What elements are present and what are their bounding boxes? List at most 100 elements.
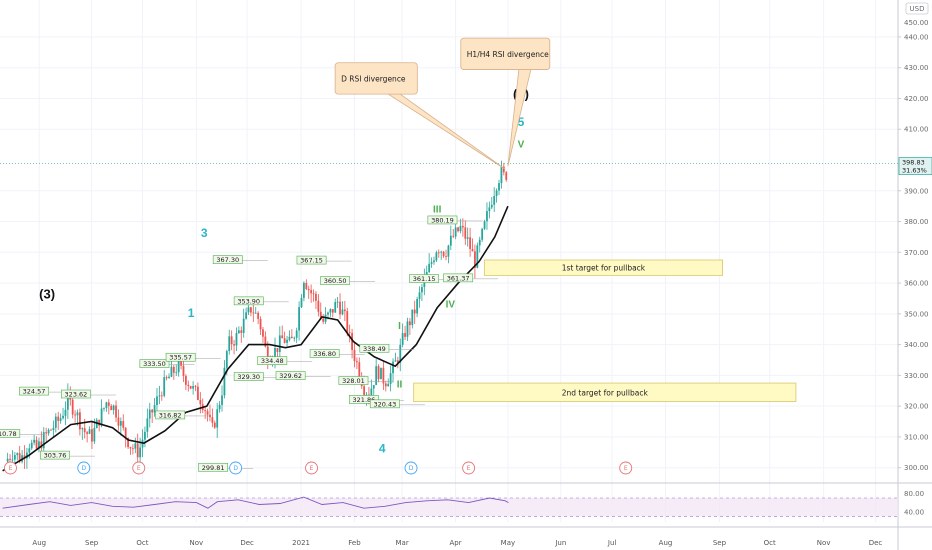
price-axis-tick-label: 440.00 (904, 33, 929, 41)
candle-body (6, 458, 9, 462)
time-axis-tick-label: Jul (607, 539, 617, 547)
candle-body (245, 312, 247, 319)
candle-body (146, 418, 149, 432)
candle-body (237, 330, 240, 334)
candle-body (127, 438, 129, 448)
candle-body (81, 428, 84, 430)
level-label-box (61, 389, 91, 399)
candle-body (50, 429, 52, 431)
level-label: 310.78 (0, 430, 17, 438)
candle-body (399, 344, 402, 363)
level-label-box (155, 410, 186, 420)
event-marker (619, 461, 633, 475)
candle-body (440, 251, 443, 253)
candle-body (144, 431, 146, 440)
candle-body (59, 418, 62, 421)
rsi-axis-tick-label: 40.00 (904, 508, 924, 516)
level-label: 367.15 (300, 257, 323, 265)
time-axis-tick-label: Dec (869, 539, 883, 547)
candle-body (464, 227, 467, 239)
candle-body (13, 455, 16, 460)
candle-body (131, 448, 134, 450)
candle-body (266, 346, 269, 365)
candle-body (339, 301, 341, 315)
wave-label: (3) (39, 286, 55, 301)
candle-body (365, 394, 368, 396)
candle-body (199, 399, 202, 405)
candle-body (394, 360, 397, 362)
candle-body (250, 307, 252, 313)
price-axis-tick-label: 410.00 (904, 126, 929, 134)
level-label: 335.57 (169, 354, 192, 362)
time-axis-tick-label: Apr (449, 539, 461, 547)
candle-body (312, 293, 315, 295)
last-change-label: 31.63% (902, 167, 927, 175)
level-label-box (198, 462, 229, 472)
level-label-box (409, 274, 440, 283)
candle-body (122, 421, 125, 428)
time-axis-tick-label: May (501, 539, 515, 547)
callout-label: D RSI divergence (341, 74, 406, 83)
wave-label: I (398, 321, 401, 332)
candle-body (139, 447, 142, 458)
level-label-box (212, 255, 243, 264)
level-label-box (40, 450, 70, 460)
event-marker (77, 461, 91, 475)
candle-body (459, 225, 462, 232)
candle-body (334, 302, 337, 313)
candle-body (38, 441, 40, 449)
candle-body (95, 419, 98, 429)
candle-body (283, 338, 286, 343)
wave-label: 5 (518, 115, 525, 129)
candle-body (197, 386, 199, 400)
candle-body (107, 402, 110, 406)
level-label-box (338, 376, 369, 385)
wave-label: 1 (188, 306, 195, 320)
level-label: 316.82 (159, 411, 182, 419)
level-label-box (443, 273, 474, 283)
candle-body (449, 235, 452, 246)
candle-body (66, 393, 69, 410)
price-axis-tick-label: 430.00 (904, 64, 929, 72)
candle-body (151, 409, 154, 413)
candle-body (163, 377, 166, 396)
candle-body (247, 307, 250, 313)
candle-body (76, 412, 79, 416)
callout-pointer (388, 93, 506, 170)
last-price-label: 398.83 (902, 159, 925, 167)
candle-body (88, 429, 91, 434)
event-marker-label: D (409, 465, 414, 472)
candle-body (11, 459, 14, 461)
candle-body (469, 237, 472, 249)
currency-badge (905, 2, 929, 15)
candle-body (26, 452, 28, 459)
candle-body (134, 443, 137, 449)
price-axis-tick-label: 310.00 (904, 433, 929, 441)
time-axis-tick-label: Aug (32, 539, 46, 547)
candle-body (83, 428, 86, 433)
candle-body (327, 312, 329, 315)
candle-body (404, 333, 406, 337)
candle-body (175, 372, 178, 374)
candle-body (300, 297, 303, 308)
candle-body (461, 225, 464, 228)
candle-body (16, 453, 19, 456)
candle-body (351, 332, 353, 350)
level-label: 361.15 (413, 275, 436, 283)
candle-body (452, 235, 455, 237)
candle-body (30, 442, 33, 449)
candle-body (435, 252, 438, 261)
candle-body (216, 409, 219, 428)
candle-body (194, 386, 197, 387)
candle-body (336, 301, 339, 303)
candle-body (18, 453, 21, 462)
candle-body (235, 333, 238, 346)
candle-body (52, 427, 55, 431)
level-label: 299.81 (202, 464, 225, 472)
candle-body (98, 419, 101, 426)
candle-body (387, 383, 390, 387)
level-label-box (165, 352, 196, 362)
rsi-band (0, 498, 898, 517)
candle-body (172, 366, 175, 373)
